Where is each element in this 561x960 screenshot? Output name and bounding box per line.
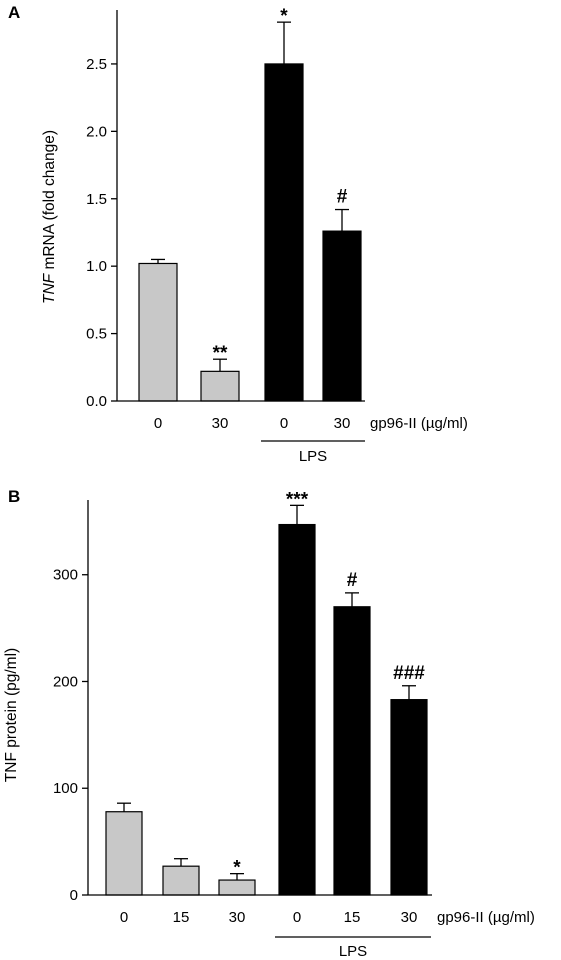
panel-b-bar [333,606,371,896]
panel-a-bar [264,63,304,402]
panel-b-significance-mark: * [233,858,241,879]
panel-b-bars [105,523,428,896]
panel-b-significance-mark: *** [286,489,309,510]
panel-a-y-tick-label: 2.0 [86,123,107,140]
panel-b-annotations: ****#### [233,489,425,878]
panel-a-bars [138,63,362,402]
panel-b-x-tick-label: 0 [120,909,128,926]
panel-b-error-bars [117,504,416,881]
panel-a-y-tick-label: 0.0 [86,393,107,410]
panel-b-x-tick-label: 30 [229,909,246,926]
panel-a-error-bars [151,21,349,372]
panel-b-bar [218,879,256,896]
panel-a-y-axis-title-rest: mRNA (fold change) [41,130,58,274]
panel-b-bar [278,523,316,896]
panel-a-y-tick-label: 2.5 [86,56,107,73]
panel-a-bar [138,262,178,402]
panel-a-bar [322,230,362,402]
panel-a-y-axis-title-gene: TNF [41,272,58,304]
panel-b-x-tick-label: 15 [344,909,361,926]
panel-a-letter: A [8,3,20,22]
panel-a-annotations: ***# [213,6,348,364]
panel-b-x-tick-label: 30 [401,909,418,926]
panel-b-y-tick-label: 0 [70,887,78,904]
panel-b-y-tick-label: 300 [53,567,78,584]
panel-b-y-ticks: 0 100 200 300 [53,567,88,904]
panel-b-y-axis-title: TNF protein (pg/ml) [3,648,20,782]
panel-b-x-axis-title: gp96-II (µg/ml) [437,909,535,926]
panel-a-lps-group-label: LPS [299,448,327,465]
panel-b-y-tick-label: 100 [53,780,78,797]
panel-a-y-ticks: 0.0 0.5 1.0 1.5 2.0 2.5 [86,56,117,410]
panel-a-significance-mark: * [280,6,288,27]
panel-a-y-axis-title: TNF mRNA (fold change) [41,130,58,304]
panel-a-x-tick-label: 30 [212,415,229,432]
panel-a: A 0.00.51.01.52.02.5 0 30 0 30 ***# TNF mRN… [8,3,468,465]
panel-b-bar [105,811,143,896]
panel-a-x-ticks: 0 30 0 30 [154,415,351,432]
panel-a-bar [200,370,240,402]
panel-a-x-tick-label: 30 [334,415,351,432]
panel-a-significance-mark: ** [213,343,228,364]
panel-b-x-tick-label: 0 [293,909,301,926]
panel-a-y-tick-label: 1.5 [86,191,107,208]
panel-a-y-tick-label: 0.5 [86,326,107,343]
panel-b-bar [162,865,200,896]
panel-b-y-tick-label: 200 [53,673,78,690]
panel-b-letter: B [8,487,20,506]
panel-b-significance-mark: ### [393,663,425,684]
panel-a-x-tick-label: 0 [280,415,288,432]
panel-b-lps-group-label: LPS [339,943,367,960]
panel-b-x-ticks: 0 15 30 0 15 30 [120,909,418,926]
panel-b-x-tick-label: 15 [173,909,190,926]
panel-a-x-axis-title: gp96-II (µg/ml) [370,415,468,432]
panel-a-y-tick-label: 1.0 [86,258,107,275]
panel-b-bar [390,699,428,896]
panel-a-significance-mark: # [337,187,348,208]
panel-a-x-tick-label: 0 [154,415,162,432]
panel-b-significance-mark: # [347,570,358,591]
